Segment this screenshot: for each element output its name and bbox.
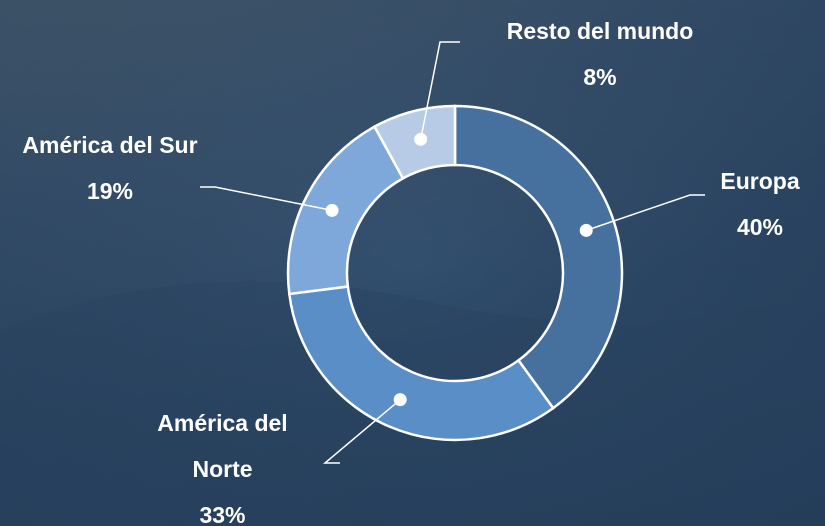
category-label: Resto del mundo bbox=[450, 8, 750, 54]
leader-dot bbox=[414, 133, 427, 146]
category-label: América del Norte bbox=[125, 400, 320, 492]
value-label: 19% bbox=[10, 168, 210, 214]
value-label: 8% bbox=[450, 54, 750, 100]
value-label: 33% bbox=[125, 492, 320, 526]
leader-dot bbox=[326, 204, 339, 217]
leader-dot bbox=[580, 224, 593, 237]
category-label: Europa bbox=[690, 158, 825, 204]
value-label: 40% bbox=[690, 204, 825, 250]
category-label: América del Sur bbox=[10, 122, 210, 168]
leader-dot bbox=[394, 393, 407, 406]
slide: Europa40%América del Norte33%América del… bbox=[0, 0, 825, 526]
